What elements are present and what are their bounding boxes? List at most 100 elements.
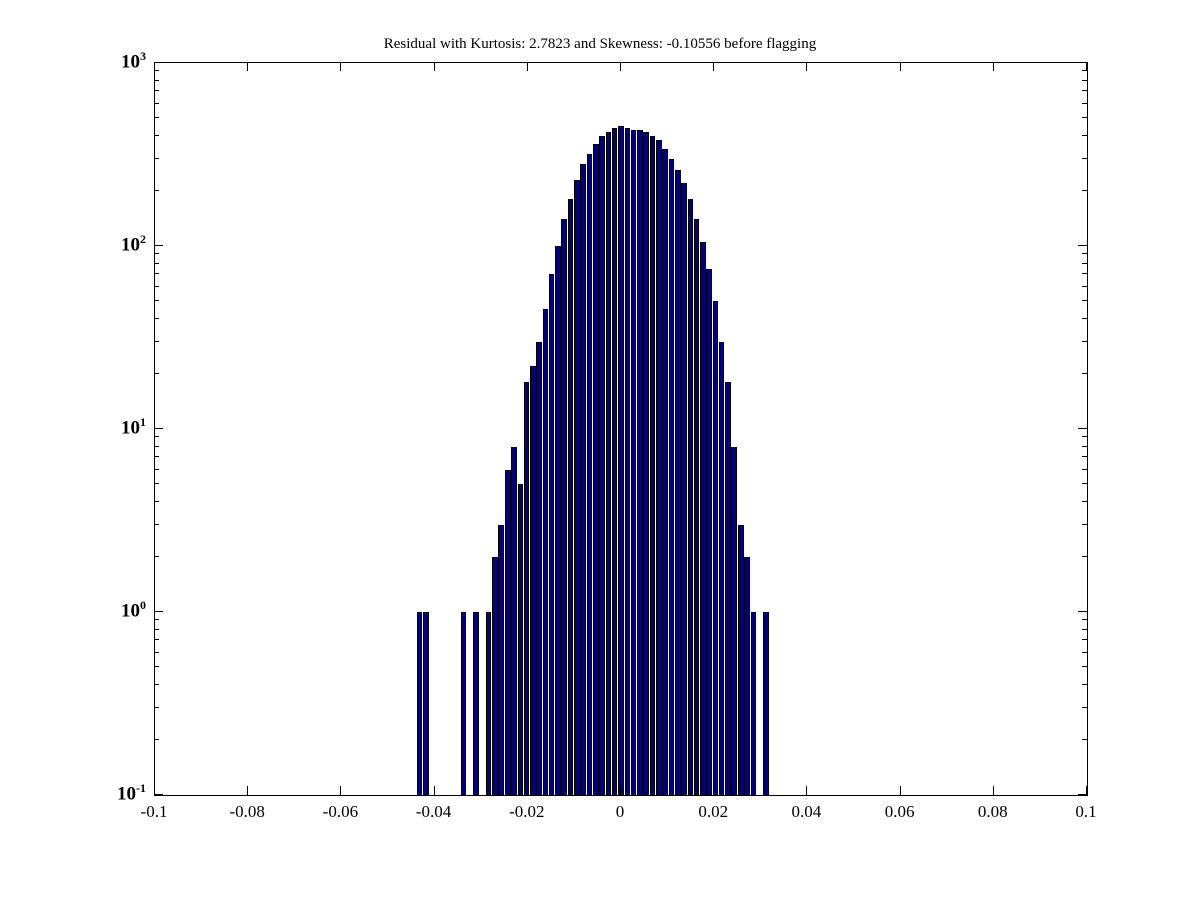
y-axis-minor-tick-right — [1082, 555, 1087, 557]
y-axis-minor-tick — [154, 262, 159, 264]
histogram-bar — [573, 179, 580, 795]
x-axis-tick-top — [154, 62, 155, 71]
histogram-bar — [517, 484, 524, 795]
y-axis-minor-tick — [154, 639, 159, 641]
y-axis-tick-right — [1078, 611, 1087, 612]
y-axis-minor-tick-right — [1082, 102, 1087, 104]
histogram-bars — [155, 63, 1087, 795]
histogram-bar — [422, 612, 429, 795]
y-axis-tick — [154, 428, 163, 429]
x-axis-tick-top — [433, 62, 435, 71]
histogram-bar — [611, 128, 618, 795]
x-axis-tick-label: 0.06 — [884, 802, 915, 821]
y-axis-tick-label: 100 — [121, 598, 146, 622]
x-axis-tick-label: 0 — [615, 802, 625, 821]
y-axis-tick-label: 101 — [121, 415, 146, 439]
y-axis-minor-tick-right — [1082, 619, 1087, 621]
y-axis-minor-tick-right — [1082, 683, 1087, 685]
histogram-bar — [530, 366, 536, 795]
y-axis-minor-tick-right — [1082, 523, 1087, 525]
x-axis-tick-top — [526, 62, 528, 71]
x-axis-tick — [340, 786, 342, 795]
histogram-bar — [655, 139, 662, 795]
y-axis-minor-tick — [154, 683, 159, 685]
x-axis-tick — [713, 786, 715, 795]
y-axis-minor-tick — [154, 253, 159, 255]
x-axis-tick — [526, 786, 528, 795]
y-axis-minor-tick-right — [1082, 628, 1087, 630]
x-axis-tick-label: -0.1 — [140, 802, 168, 821]
plot-area — [154, 62, 1088, 796]
histogram-bar — [624, 128, 631, 795]
y-axis-minor-tick — [154, 523, 159, 525]
x-axis-tick — [247, 786, 249, 795]
histogram-bar — [504, 469, 511, 795]
histogram-bar — [492, 556, 498, 795]
x-axis-tick-top — [713, 62, 715, 71]
chart-title: Residual with Kurtosis: 2.7823 and Skewn… — [383, 36, 817, 52]
histogram-bar — [649, 135, 656, 795]
x-axis-tick — [899, 786, 901, 795]
y-axis-minor-tick — [154, 555, 159, 557]
y-axis-minor-tick — [154, 70, 159, 72]
histogram-bar — [763, 612, 769, 795]
y-axis-minor-tick — [154, 738, 159, 740]
x-axis-tick-top — [992, 62, 994, 71]
y-axis-minor-tick-right — [1082, 70, 1087, 72]
y-axis-minor-tick — [154, 340, 159, 342]
y-axis-minor-tick — [154, 456, 159, 458]
y-axis-tick-label: 103 — [121, 49, 146, 73]
histogram-bar — [473, 612, 479, 795]
y-axis-minor-tick-right — [1082, 706, 1087, 708]
y-axis-minor-tick — [154, 157, 159, 159]
histogram-bar — [675, 170, 681, 795]
y-axis-minor-tick — [154, 285, 159, 287]
y-axis-minor-tick — [154, 706, 159, 708]
histogram-bar — [668, 158, 675, 795]
histogram-bar — [567, 199, 574, 795]
x-axis-tick — [992, 786, 994, 795]
y-axis-minor-tick-right — [1082, 340, 1087, 342]
y-axis-tick-right — [1078, 794, 1087, 795]
x-axis-tick-label: 0.04 — [791, 802, 822, 821]
x-axis-tick-top — [806, 62, 808, 71]
y-axis-minor-tick-right — [1082, 79, 1087, 81]
x-axis-tick-label: 0.02 — [698, 802, 729, 821]
y-axis-minor-tick — [154, 317, 159, 319]
y-axis-minor-tick — [154, 436, 159, 438]
y-axis-minor-tick-right — [1082, 651, 1087, 653]
histogram-bar — [662, 148, 669, 795]
histogram-bar — [637, 130, 643, 795]
x-axis-tick-label: 0.08 — [977, 802, 1008, 821]
y-axis-minor-tick — [154, 134, 159, 136]
histogram-bar — [498, 524, 504, 795]
x-axis-tick — [433, 786, 435, 795]
y-axis-tick — [154, 611, 163, 612]
y-axis-minor-tick — [154, 666, 159, 668]
y-axis-minor-tick-right — [1082, 738, 1087, 740]
y-axis-tick — [154, 794, 163, 795]
y-axis-tick-right — [1078, 62, 1087, 63]
y-axis-minor-tick-right — [1082, 639, 1087, 641]
histogram-bar — [542, 309, 549, 795]
y-axis-minor-tick — [154, 372, 159, 374]
x-axis-tick-top — [1086, 62, 1087, 71]
histogram-bar — [725, 382, 731, 795]
histogram-bar — [416, 612, 423, 795]
histogram-bar — [693, 219, 700, 795]
histogram-bar — [618, 126, 624, 795]
histogram-bar — [555, 246, 561, 795]
y-axis-tick-right — [1078, 245, 1087, 246]
x-axis-tick-label: -0.06 — [322, 802, 359, 821]
histogram-bar — [599, 135, 605, 795]
y-axis-minor-tick — [154, 651, 159, 653]
y-axis-minor-tick — [154, 445, 159, 447]
y-axis-minor-tick — [154, 189, 159, 191]
y-axis-minor-tick-right — [1082, 285, 1087, 287]
y-axis-minor-tick — [154, 468, 159, 470]
x-axis-tick — [154, 786, 155, 795]
y-axis-minor-tick-right — [1082, 134, 1087, 136]
y-axis-minor-tick-right — [1082, 262, 1087, 264]
histogram-bar — [630, 130, 637, 795]
